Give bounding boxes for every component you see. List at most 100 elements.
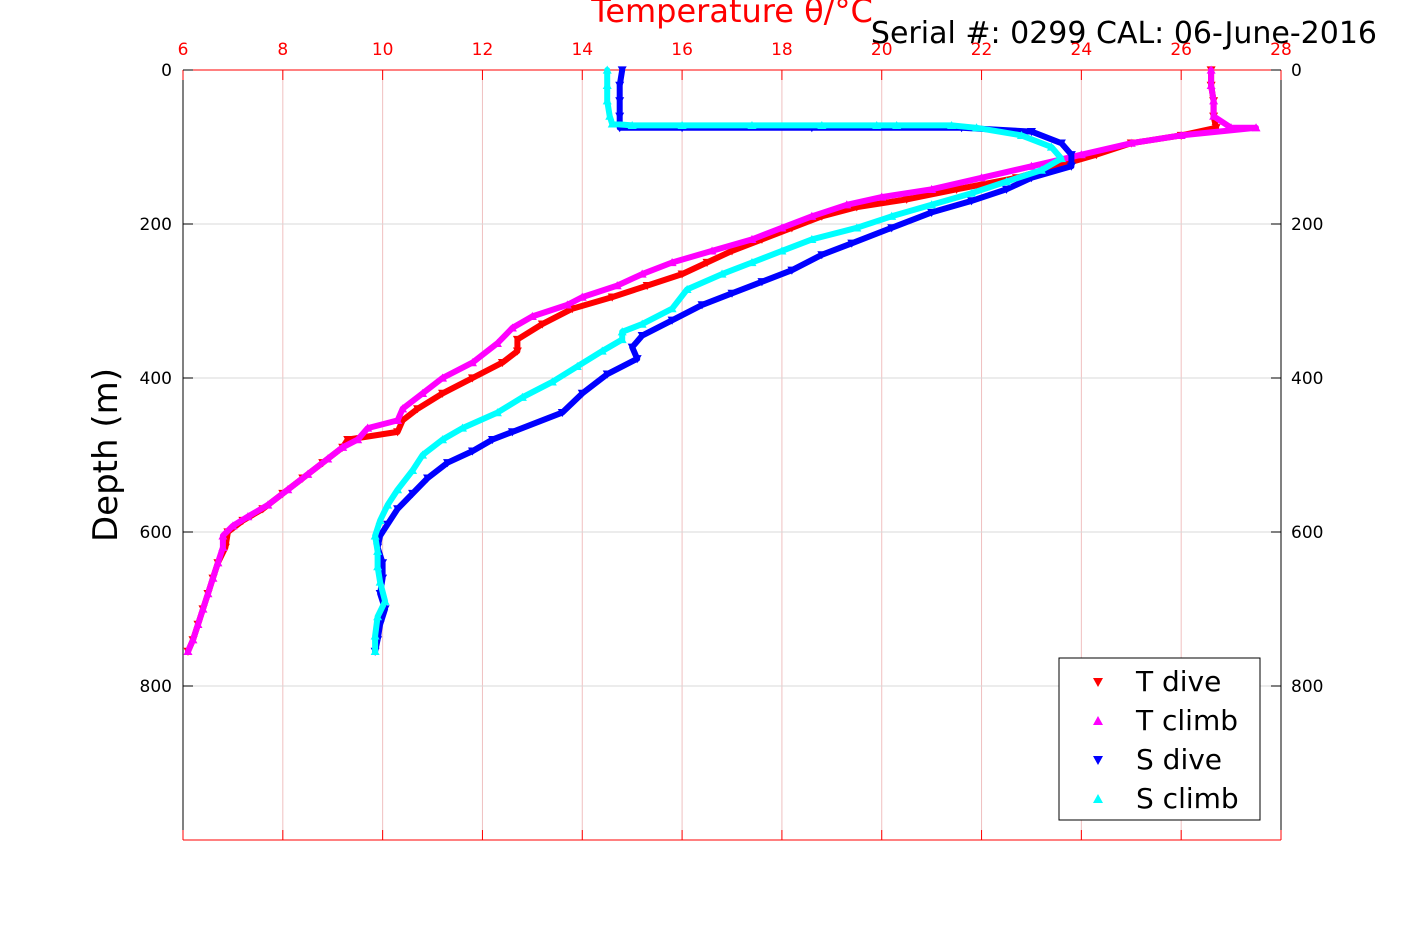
data-point-t-climb [303,469,313,478]
data-point-s-climb [457,423,467,432]
data-point-s-climb [1056,154,1066,163]
legend-marker-s-dive [1093,756,1103,765]
data-point-t-climb [467,358,477,367]
data-point-t-climb [612,281,622,290]
data-point-s-climb [747,120,757,130]
data-point-t-climb [577,292,587,301]
data-point-s-climb [373,562,383,571]
data-point-s-dive [617,66,627,75]
data-point-t-climb [208,573,218,582]
data-point-t-climb [927,184,937,193]
data-point-t-climb [183,646,193,655]
x-tick-label: 6 [178,40,189,60]
data-point-s-dive [602,370,612,379]
data-point-s-climb [892,120,902,130]
y-tick-label-left: 600 [140,523,172,543]
data-point-s-climb [438,435,448,444]
y-tick-label-right: 800 [1291,677,1323,697]
data-point-t-climb [562,300,572,309]
data-point-s-dive [443,459,453,468]
data-point-s-climb [408,465,418,474]
data-point-t-dive [1211,124,1221,133]
data-point-t-climb [198,604,208,613]
y-tick-label-right: 0 [1291,61,1302,81]
data-point-t-climb [393,415,403,424]
data-point-t-climb [667,258,677,267]
legend-label-t-dive: T dive [1135,665,1221,698]
axes [182,69,1282,841]
data-point-s-climb [547,377,557,386]
data-point-t-climb [418,388,428,397]
series-t-climb [183,65,1261,655]
data-point-s-climb [927,200,937,209]
data-point-s-dive [1066,162,1076,171]
data-point-s-climb [393,485,403,494]
data-point-s-climb [607,119,617,128]
data-point-s-dive [927,208,937,217]
data-point-t-climb [1176,130,1186,140]
data-point-s-climb [747,258,757,267]
data-point-t-climb [1226,123,1236,132]
data-point-s-dive [393,505,403,514]
data-point-s-dive [967,197,977,206]
data-point-t-climb [228,521,238,530]
data-point-s-dive [632,355,642,364]
data-point-s-climb [677,120,687,130]
data-point-t-dive [702,258,712,267]
data-point-s-climb [517,392,527,401]
data-point-s-climb [852,223,862,232]
data-point-s-dive [577,389,587,398]
data-point-s-climb [373,546,383,555]
data-point-t-dive [438,389,448,398]
data-point-s-climb [627,120,637,130]
legend-label-t-climb: T climb [1135,704,1238,737]
legend-marker-t-climb [1093,716,1103,725]
data-point-t-climb [637,269,647,278]
x-tick-label: 24 [1071,40,1093,60]
y-tick-label-left: 200 [140,215,172,235]
data-point-s-dive [1056,139,1066,148]
x-tick-label: 14 [571,40,593,60]
legend-label-s-dive: S dive [1136,743,1222,776]
data-point-t-climb [1209,111,1219,120]
data-point-s-climb [817,120,827,130]
data-point-t-climb [218,542,228,551]
data-point-s-climb [605,111,615,120]
data-point-t-climb [1076,150,1086,159]
data-point-s-climb [602,65,612,74]
data-point-t-dive [727,247,737,256]
data-point-s-climb [807,234,817,243]
data-point-t-climb [438,373,448,382]
y-tick-label-right: 600 [1291,523,1323,543]
data-point-s-climb [383,500,393,509]
data-point-s-dive [408,489,418,498]
data-point-s-dive [507,428,517,437]
data-point-t-dive [343,436,353,445]
data-point-t-climb [338,442,348,451]
x-tick-label: 12 [472,40,494,60]
data-point-s-climb [375,577,385,586]
data-point-t-climb [977,173,987,182]
data-point-t-climb [807,211,817,220]
data-point-s-dive [627,343,637,352]
data-point-t-climb [1206,65,1216,74]
data-point-t-dive [902,195,912,204]
data-point-s-dive [847,239,857,248]
data-point-s-dive [423,474,433,483]
data-point-s-climb [872,120,882,130]
data-point-t-climb [353,435,363,444]
data-point-t-climb [777,223,787,232]
data-point-t-climb [492,338,502,347]
data-point-t-dive [512,347,522,356]
data-point-s-climb [1036,165,1046,174]
data-point-s-dive [615,97,625,106]
data-point-s-dive [615,112,625,121]
data-point-s-climb [602,80,612,89]
data-point-s-dive [787,266,797,275]
data-point-t-climb [188,635,198,644]
legend-marker-t-dive [1093,678,1103,687]
data-point-s-climb [375,515,385,525]
data-point-t-climb [193,619,203,628]
data-point-t-dive [512,335,522,344]
data-point-s-dive [887,224,897,233]
